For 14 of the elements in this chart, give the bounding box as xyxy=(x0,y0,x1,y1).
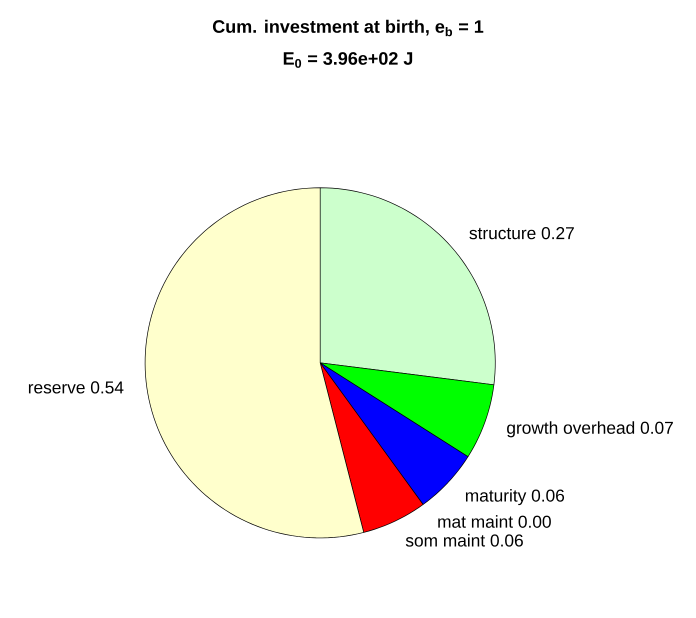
data-label: 0.06 xyxy=(490,534,523,547)
chart-title: Cum. investment at birth, e$_{b}$ = 1 xyxy=(212,20,484,36)
slice-label: structure xyxy=(469,228,536,240)
data-label: 0.27 xyxy=(542,227,574,240)
slice-label: maturity xyxy=(466,489,526,506)
chart-subtitle: E$_{0}$ = 3.96e+02 J xyxy=(284,52,412,68)
slice-label: som maint xyxy=(406,534,486,547)
data-label: 0.06 xyxy=(532,489,564,502)
text: 0.00 xyxy=(518,516,551,528)
data-label: 0.07 xyxy=(640,422,673,434)
slice-label: reserve xyxy=(28,384,85,394)
category-label: mat maint xyxy=(438,515,513,528)
slice-label: growth overhead xyxy=(507,421,634,438)
data-label: 0.54 xyxy=(90,381,124,394)
